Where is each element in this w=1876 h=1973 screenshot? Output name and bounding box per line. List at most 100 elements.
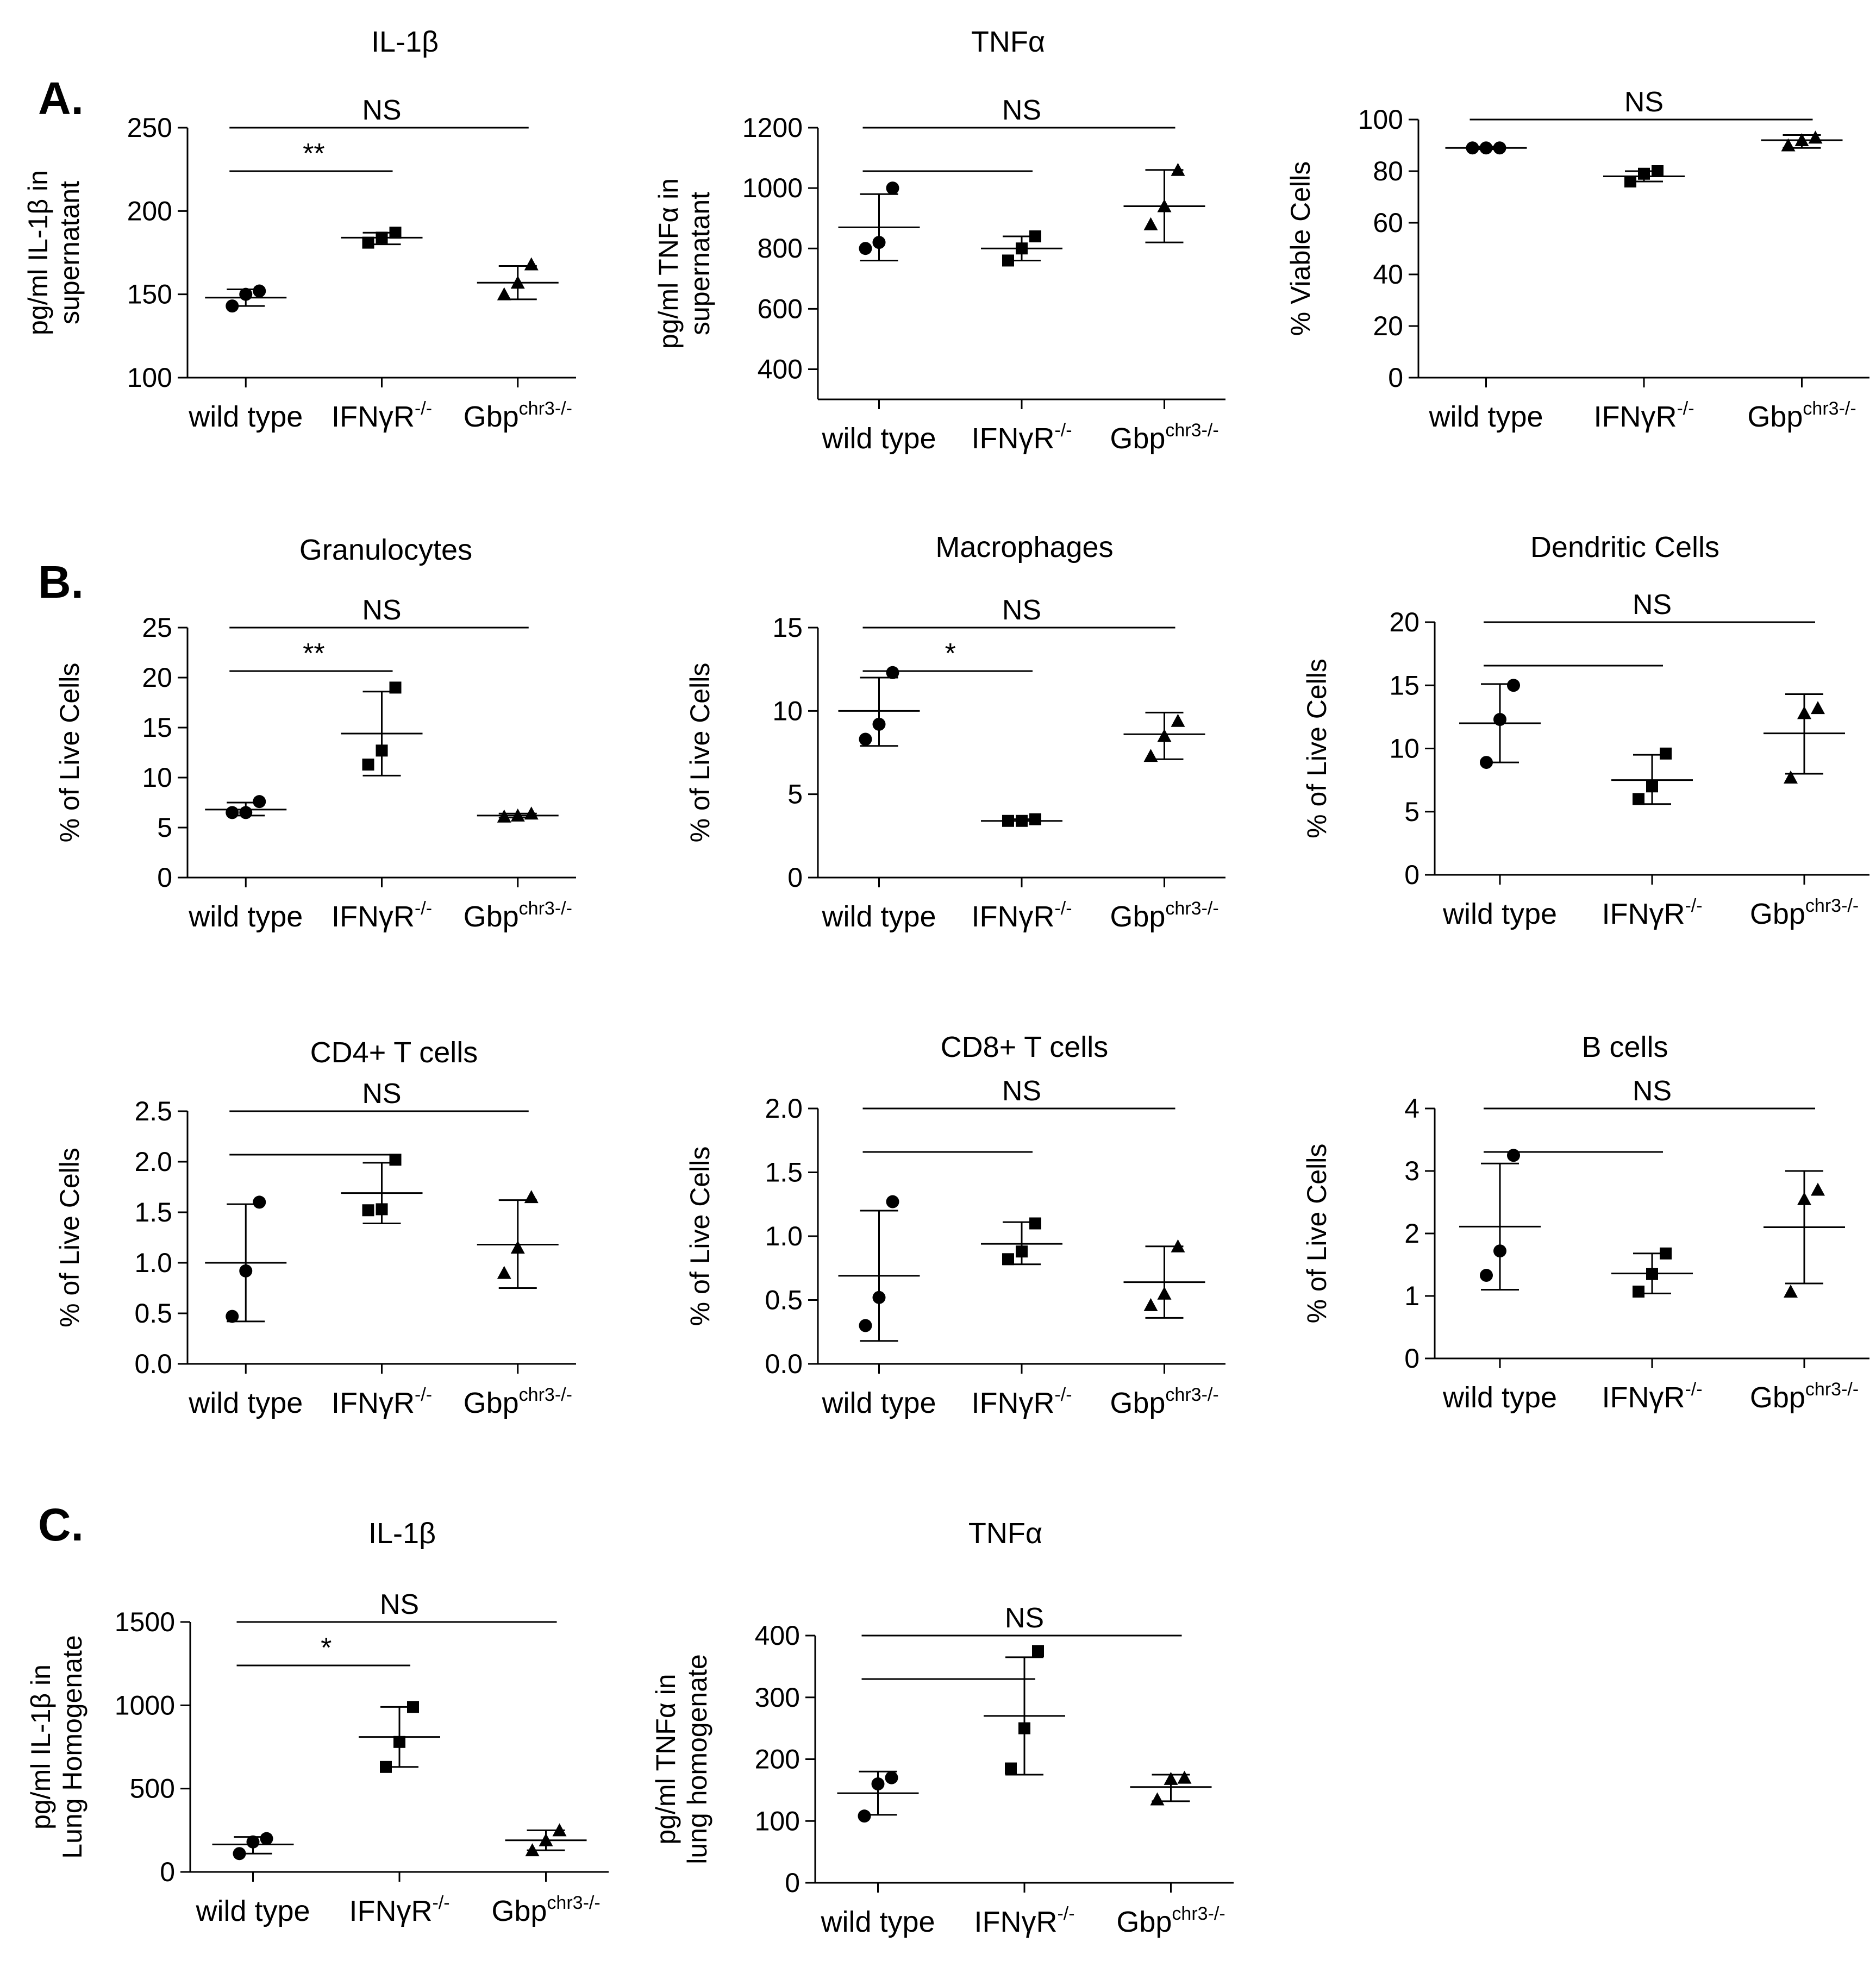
data-point-triangle [1784, 770, 1798, 784]
x-tick-label: wild type [821, 1387, 936, 1419]
data-point-circle [246, 1835, 260, 1849]
data-point-circle [239, 1264, 253, 1277]
data-point-circle [1480, 756, 1493, 769]
data-point-triangle [1171, 162, 1185, 176]
data-point-square [376, 1203, 388, 1216]
x-tick-label: wild type [1442, 1381, 1557, 1414]
significance-label: NS [362, 594, 401, 626]
x-tick-label: IFNγR-/- [971, 898, 1072, 933]
y-axis-label: pg/ml TNFα in [651, 1674, 681, 1844]
x-tick-label: Gbpchr3-/- [1110, 420, 1218, 455]
data-point-square [1624, 176, 1636, 187]
data-point-circle [872, 1291, 886, 1304]
y-tick-label: 40 [1373, 259, 1403, 290]
x-tick-label: wild type [821, 422, 936, 455]
chart-il1b_lung: IL-1β 0 500 1000 1500 wild type IFNγR-/- Gbpchr… [26, 1517, 609, 1927]
data-point-triangle [497, 1266, 511, 1279]
data-point-square [1029, 813, 1041, 825]
chart-title: B cells [1581, 1031, 1668, 1063]
x-tick-label: IFNγR-/- [1602, 1379, 1702, 1414]
data-point-square [376, 231, 388, 244]
chart-title: TNFα [971, 26, 1045, 58]
x-tick-label: wild type [1428, 400, 1543, 433]
y-tick-label: 0.0 [765, 1349, 803, 1379]
data-point-triangle [1171, 713, 1185, 727]
y-axis-label: supernatant [685, 192, 715, 335]
significance-label: NS [1005, 1602, 1044, 1634]
y-tick-label: 200 [755, 1744, 800, 1775]
data-point-triangle [510, 1241, 525, 1254]
y-tick-label: 20 [1389, 607, 1419, 637]
data-point-square [376, 744, 388, 757]
significance-label: * [321, 1632, 332, 1664]
chart-cd4: CD4+ T cells 0.0 0.5 1.0 1.5 2.0 2.5 wild type I… [54, 1036, 576, 1419]
y-tick-label: 100 [127, 362, 172, 393]
y-tick-label: 400 [755, 1620, 800, 1651]
data-point-triangle [1157, 1286, 1172, 1300]
data-point-triangle [1808, 130, 1823, 144]
data-point-square [1638, 167, 1650, 180]
data-point-triangle [1157, 199, 1172, 212]
data-point-circle [253, 284, 266, 298]
x-tick-label: Gbpchr3-/- [1750, 1379, 1859, 1414]
data-point-square [1652, 165, 1664, 177]
y-axis-label: supernatant [54, 181, 85, 324]
data-point-circle [872, 717, 886, 731]
data-point-triangle [1781, 138, 1796, 152]
x-tick-label: wild type [1442, 898, 1557, 930]
significance-label: ** [303, 638, 324, 669]
data-point-circle [253, 795, 266, 809]
data-point-square [1002, 1253, 1014, 1266]
data-point-circle [1507, 679, 1520, 692]
data-point-triangle [1157, 729, 1172, 742]
x-tick-label: wild type [188, 400, 303, 433]
y-tick-label: 0 [157, 862, 172, 893]
x-tick-label: wild type [188, 1387, 303, 1419]
data-point-square [1660, 1247, 1672, 1260]
y-tick-label: 1.0 [765, 1221, 803, 1251]
data-point-triangle [552, 1823, 567, 1837]
y-tick-label: 0 [160, 1857, 175, 1887]
y-tick-label: 4 [1404, 1093, 1419, 1124]
data-point-circle [886, 181, 899, 195]
x-tick-label: Gbpchr3-/- [464, 898, 572, 933]
data-point-circle [859, 732, 872, 746]
chart-title: Dendritic Cells [1530, 531, 1719, 563]
y-tick-label: 2.5 [134, 1096, 172, 1126]
y-tick-label: 300 [755, 1682, 800, 1713]
y-tick-label: 5 [787, 779, 803, 810]
data-point-circle [1493, 713, 1506, 726]
data-point-triangle [1797, 1192, 1811, 1205]
data-point-triangle [497, 809, 511, 823]
y-tick-label: 500 [130, 1774, 175, 1804]
data-point-triangle [1784, 1284, 1798, 1298]
y-axis-label: % Viable Cells [1285, 161, 1316, 336]
data-point-circle [859, 242, 872, 255]
data-point-square [1032, 1645, 1044, 1657]
chart-dc: Dendritic Cells 0 5 10 15 20 wild type IFNγR-/-… [1302, 531, 1869, 930]
y-tick-label: 1.5 [134, 1197, 172, 1227]
x-tick-label: wild type [820, 1906, 935, 1938]
data-point-circle [226, 299, 239, 313]
data-point-triangle [525, 1843, 540, 1857]
y-tick-label: 250 [127, 112, 172, 143]
significance-label: NS [380, 1589, 419, 1620]
chart-title: CD8+ T cells [941, 1031, 1109, 1063]
data-point-triangle [1150, 1792, 1165, 1806]
significance-label: NS [362, 95, 401, 126]
data-point-square [1005, 1762, 1017, 1775]
data-point-circle [260, 1832, 273, 1845]
data-point-circle [1479, 141, 1493, 155]
y-tick-label: 2.0 [134, 1147, 172, 1177]
y-tick-label: 5 [157, 812, 172, 843]
y-tick-label: 800 [758, 233, 803, 264]
data-point-square [1002, 815, 1014, 827]
data-point-square [389, 227, 402, 239]
data-point-square [1029, 230, 1041, 242]
data-point-triangle [1811, 701, 1825, 715]
y-tick-label: 600 [758, 293, 803, 324]
data-point-circle [226, 806, 239, 819]
data-point-circle [886, 1195, 899, 1208]
y-axis-label: % of Live Cells [1302, 659, 1332, 838]
